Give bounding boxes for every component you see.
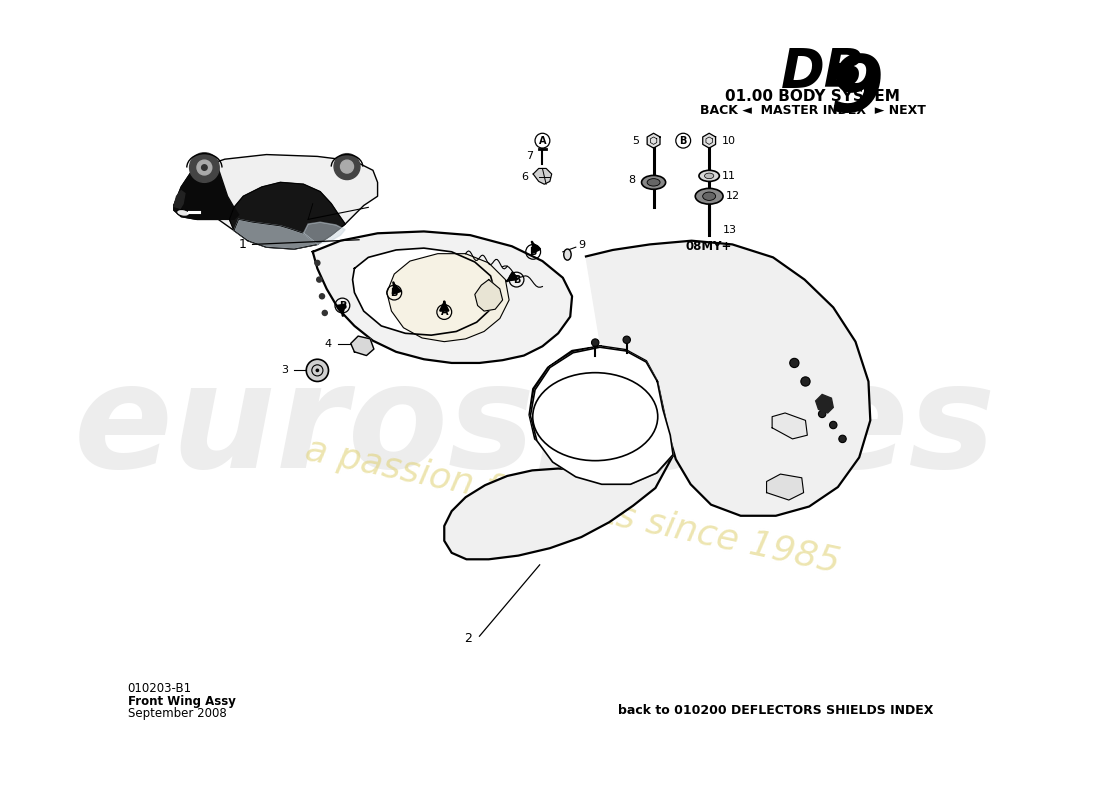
Text: 6: 6 <box>521 172 528 182</box>
Text: 3: 3 <box>280 366 288 375</box>
Polygon shape <box>174 154 377 249</box>
Circle shape <box>306 359 329 382</box>
Text: B: B <box>339 301 346 310</box>
Polygon shape <box>816 394 834 413</box>
Circle shape <box>818 410 826 418</box>
Text: eurospares: eurospares <box>74 358 997 498</box>
Circle shape <box>334 154 360 179</box>
Polygon shape <box>387 254 509 342</box>
Ellipse shape <box>641 175 666 190</box>
Text: A: A <box>539 136 547 146</box>
Text: B: B <box>529 247 537 257</box>
Text: 11: 11 <box>722 171 736 181</box>
Circle shape <box>321 310 328 316</box>
Circle shape <box>790 358 799 367</box>
Circle shape <box>592 339 598 346</box>
Polygon shape <box>230 182 345 249</box>
Ellipse shape <box>647 178 660 186</box>
Text: 13: 13 <box>723 225 737 234</box>
Text: 5: 5 <box>631 136 639 146</box>
Polygon shape <box>351 336 374 355</box>
Text: DB: DB <box>781 46 865 98</box>
Text: B: B <box>680 136 686 146</box>
Text: 12: 12 <box>726 191 740 202</box>
Text: 010203-B1: 010203-B1 <box>128 682 191 695</box>
Text: 9: 9 <box>829 52 883 128</box>
Polygon shape <box>304 222 345 245</box>
Polygon shape <box>174 164 239 219</box>
Text: 1: 1 <box>239 238 246 251</box>
Polygon shape <box>353 248 495 335</box>
Circle shape <box>189 153 219 182</box>
Polygon shape <box>772 413 807 439</box>
Text: A: A <box>440 307 448 317</box>
Circle shape <box>197 160 212 175</box>
Circle shape <box>801 377 810 386</box>
Text: 10: 10 <box>722 136 736 146</box>
Polygon shape <box>174 190 185 208</box>
Polygon shape <box>444 241 870 559</box>
Circle shape <box>623 336 630 343</box>
Polygon shape <box>312 231 572 363</box>
Circle shape <box>315 260 320 266</box>
Text: B: B <box>390 287 398 298</box>
Ellipse shape <box>532 373 658 461</box>
Polygon shape <box>767 474 804 500</box>
Circle shape <box>316 369 319 372</box>
Text: BACK ◄  MASTER INDEX  ► NEXT: BACK ◄ MASTER INDEX ► NEXT <box>700 104 926 117</box>
Ellipse shape <box>698 170 719 182</box>
Circle shape <box>341 160 353 173</box>
Text: B: B <box>513 274 520 285</box>
Text: 01.00 BODY SYSTEM: 01.00 BODY SYSTEM <box>725 89 900 104</box>
Text: 08MY+: 08MY+ <box>686 240 733 253</box>
Polygon shape <box>475 279 503 311</box>
Ellipse shape <box>563 249 571 260</box>
Text: Front Wing Assy: Front Wing Assy <box>128 694 235 707</box>
Polygon shape <box>534 169 552 184</box>
Text: September 2008: September 2008 <box>128 706 227 719</box>
Ellipse shape <box>703 192 716 201</box>
Text: 4: 4 <box>324 339 331 350</box>
Circle shape <box>839 435 846 442</box>
Circle shape <box>319 293 326 299</box>
Ellipse shape <box>704 173 714 178</box>
Polygon shape <box>647 134 660 148</box>
Polygon shape <box>703 134 716 148</box>
Circle shape <box>316 276 322 283</box>
Polygon shape <box>530 347 673 484</box>
Circle shape <box>829 422 837 429</box>
Ellipse shape <box>695 188 723 204</box>
Text: a passion for parts since 1985: a passion for parts since 1985 <box>301 433 843 580</box>
Text: 9: 9 <box>579 240 585 250</box>
Text: 7: 7 <box>526 151 534 162</box>
Circle shape <box>201 165 207 170</box>
Text: back to 010200 DEFLECTORS SHIELDS INDEX: back to 010200 DEFLECTORS SHIELDS INDEX <box>618 704 934 717</box>
Polygon shape <box>234 219 318 249</box>
Text: 2: 2 <box>464 633 472 646</box>
Text: 8: 8 <box>628 175 635 186</box>
Ellipse shape <box>177 210 189 216</box>
